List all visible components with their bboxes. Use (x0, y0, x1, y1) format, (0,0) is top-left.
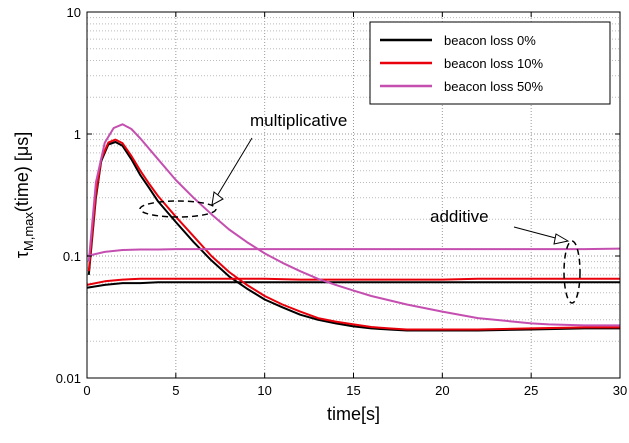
legend-entry-1: beacon loss 10% (444, 56, 543, 71)
annotations: multiplicative additive (139, 111, 581, 304)
ticks-layer: 0 5 10 15 20 25 30 0.01 0.1 1 10 (56, 5, 628, 398)
multiplicative-ellipse (139, 200, 217, 218)
series-2-curve-0 (87, 123, 620, 327)
y-tick-label: 0.01 (56, 371, 81, 386)
x-tick-label: 15 (346, 383, 360, 398)
y-tick-label: 10 (67, 5, 81, 20)
annotation-additive: additive (430, 207, 489, 226)
x-tick-label: 5 (172, 383, 179, 398)
series-2-curve-1 (86, 247, 621, 257)
multiplicative-arrow-head (211, 191, 224, 206)
x-axis-label: time[s] (327, 404, 380, 424)
legend-entry-0: beacon loss 0% (444, 33, 536, 48)
additive-arrow-head (553, 233, 570, 245)
multiplicative-arrow-line (213, 137, 253, 202)
additive-ellipse (563, 240, 581, 304)
curves-layer (86, 123, 621, 332)
x-tick-label: 30 (613, 383, 627, 398)
legend: beacon loss 0% beacon loss 10% beacon lo… (369, 21, 611, 105)
x-tick-label: 10 (257, 383, 271, 398)
y-axis-label-main: τ (12, 251, 32, 258)
series-1-curve-0 (87, 138, 620, 331)
y-tick-label: 0.1 (63, 249, 81, 264)
x-tick-label: 25 (524, 383, 538, 398)
series-1-curve-1 (86, 277, 620, 286)
y-axis-label: τM,max(time) [μs] (12, 132, 36, 259)
annotation-multiplicative: multiplicative (250, 111, 347, 130)
y-axis-label-subscript: M,max (21, 212, 36, 252)
y-tick-label: 1 (74, 127, 81, 142)
x-tick-label: 0 (83, 383, 90, 398)
y-axis-label-rest: (time) [μs] (12, 132, 32, 212)
legend-entry-2: beacon loss 50% (444, 79, 543, 94)
x-tick-label: 20 (435, 383, 449, 398)
series-0-curve-1 (86, 281, 620, 289)
